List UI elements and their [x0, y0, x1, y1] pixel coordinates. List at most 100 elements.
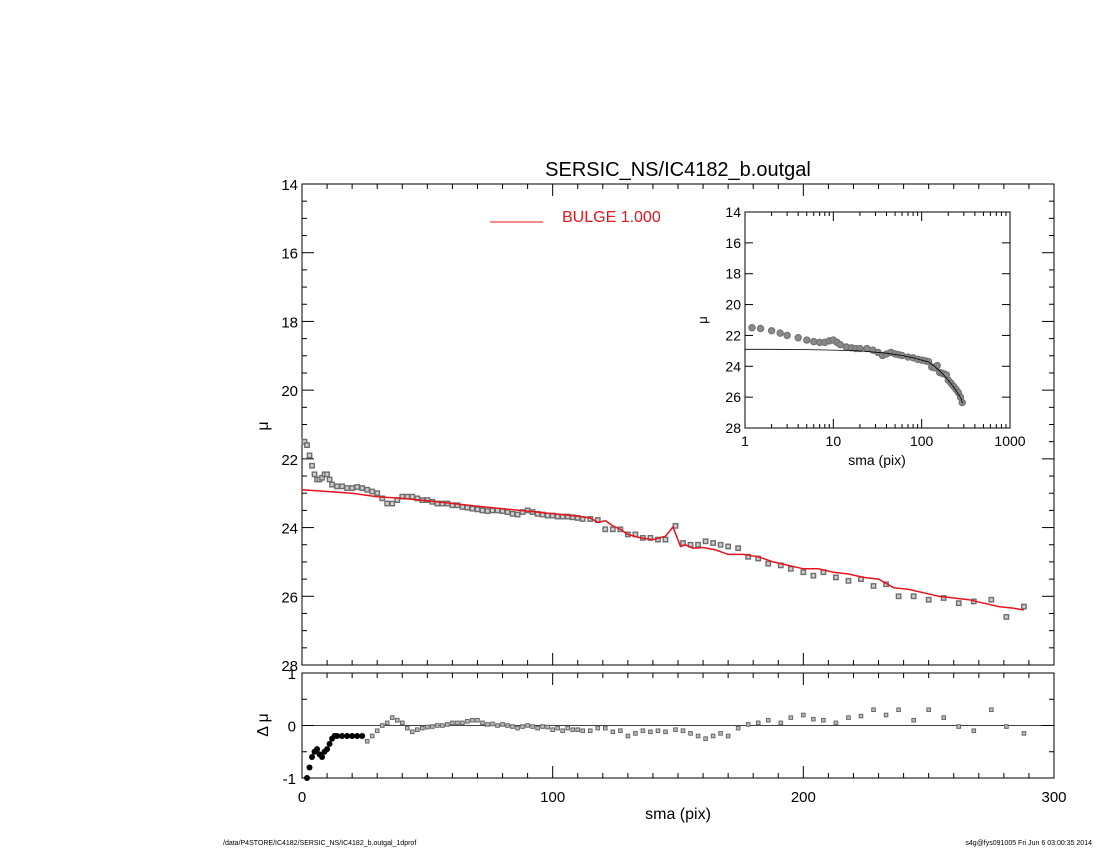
inset-ytick-label: 20: [725, 297, 741, 313]
main-data-point: [474, 506, 481, 513]
residual-data-point: [334, 733, 341, 739]
residual-data-point: [306, 764, 313, 771]
residual-data-point: [695, 733, 701, 739]
main-data-point: [304, 442, 310, 449]
residual-data-point: [465, 719, 470, 724]
main-data-point: [940, 595, 947, 601]
main-data-point: [833, 574, 839, 581]
main-data-point: [910, 593, 917, 600]
residual-data-point: [1021, 731, 1027, 736]
main-y-axis-label: μ: [255, 421, 272, 430]
residual-data-point: [480, 720, 485, 726]
residual-data-point: [633, 731, 638, 736]
residual-xtick-label: 200: [791, 789, 816, 806]
residual-data-point: [374, 728, 380, 734]
residual-data-point: [535, 725, 540, 731]
residual-data-point: [359, 733, 366, 739]
main-data-point: [662, 536, 669, 543]
inset-ytick-label: 28: [725, 420, 741, 436]
residual-data-point: [663, 729, 668, 735]
inset-data-point: [856, 344, 864, 353]
main-data-point: [925, 596, 932, 603]
residual-data-point: [525, 723, 530, 728]
main-data-point: [710, 540, 716, 546]
residual-data-point: [485, 722, 490, 727]
residual-data-point: [505, 723, 510, 728]
main-data-point: [389, 500, 396, 507]
residual-data-point: [989, 707, 994, 713]
residual-data-point: [500, 722, 505, 727]
residual-data-point: [603, 725, 608, 731]
main-data-point: [1003, 614, 1010, 620]
inset-log-panel: μ sma (pix) 14 16 18 20 22 24 26 281 10 100 1000: [695, 204, 1026, 468]
residual-data-point: [587, 728, 593, 734]
residual-data-point: [470, 717, 475, 723]
residual-data-point: [655, 728, 661, 734]
inset-ytick-label: 18: [725, 266, 741, 282]
residual-data-point: [883, 712, 889, 718]
main-data-point: [464, 504, 471, 511]
main-data-point: [800, 569, 807, 576]
main-title: SERSIC_NS/IC4182_b.outgal: [545, 159, 811, 181]
main-data-point: [344, 485, 351, 491]
inset-ytick-label: 22: [725, 327, 741, 343]
residual-data-point: [673, 727, 678, 733]
residual-ytick-label: -1: [283, 771, 296, 788]
inset-data-point: [933, 361, 941, 370]
residual-data-point: [778, 720, 784, 726]
residual-data-point: [788, 715, 794, 720]
residual-ytick-label: 0: [288, 719, 296, 736]
residual-data-point: [404, 725, 410, 731]
residual-data-point: [648, 729, 653, 735]
inset-ytick-label: 16: [725, 235, 741, 251]
inset-ytick-label: 24: [725, 358, 741, 374]
residual-data-point: [394, 717, 400, 723]
residual-data-point: [911, 717, 916, 723]
residual-data-point: [846, 715, 851, 720]
residual-data-point: [520, 724, 525, 729]
residual-data-point: [309, 754, 316, 760]
residual-tick-labels: 10-10 100 200 300: [283, 666, 1067, 806]
residual-data-point: [555, 725, 560, 731]
residual-data-point: [369, 733, 375, 739]
main-data-point: [329, 481, 335, 488]
residual-data-point: [745, 722, 751, 727]
main-data-point: [379, 495, 386, 502]
main-data-point: [369, 488, 376, 495]
residual-data-point: [364, 738, 370, 744]
residual-data-point: [349, 733, 356, 739]
inset-xtick-label: 10: [826, 433, 842, 449]
inset-x-axis-label: sma (pix): [848, 452, 906, 468]
residual-data-point: [811, 716, 816, 722]
residual-data-point: [540, 724, 545, 729]
residual-data-point: [415, 727, 420, 733]
inset-xtick-label: 100: [910, 433, 934, 449]
legend: BULGE 1.000: [490, 209, 661, 226]
inset-data-point: [748, 324, 756, 332]
residual-data-point: [735, 725, 741, 731]
residual-data-point: [956, 724, 962, 729]
main-data-point: [349, 485, 356, 491]
main-data-point: [765, 560, 772, 567]
inset-data-point: [767, 327, 776, 335]
residual-axis-ticks: [301, 672, 1055, 779]
main-ytick-label: 24: [281, 521, 298, 538]
main-data-point: [609, 526, 616, 533]
main-y-tick-labels: 14 16 18 20 22 24 26 28: [281, 177, 298, 675]
residual-data-point: [379, 723, 385, 728]
residual-data-point: [765, 717, 771, 723]
main-data-point: [647, 534, 654, 541]
main-data-point: [306, 452, 313, 459]
residual-xtick-label: 300: [1041, 789, 1066, 806]
residual-data-point: [725, 733, 731, 739]
inset-ytick-label: 26: [725, 389, 741, 405]
main-ytick-label: 26: [281, 589, 298, 606]
residual-data-point: [971, 728, 977, 734]
residual-data-point: [450, 720, 455, 726]
inset-data-point: [810, 337, 818, 346]
main-data-point: [509, 510, 516, 517]
residual-data-point: [801, 712, 806, 718]
main-data-point: [695, 541, 701, 548]
main-data-point: [895, 593, 902, 600]
